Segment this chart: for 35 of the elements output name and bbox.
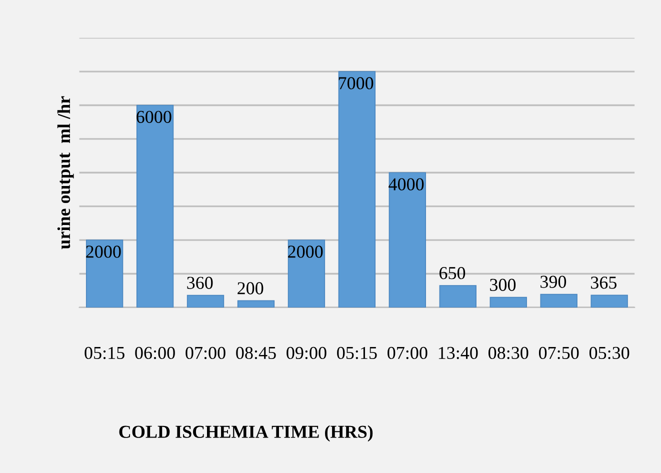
x-tick-label: 05:15 — [337, 346, 377, 360]
data-label: 650 — [439, 266, 466, 280]
x-tick-label: 08:30 — [488, 346, 528, 360]
data-label: 200 — [238, 282, 264, 294]
data-label: 4000 — [388, 178, 424, 190]
bar — [237, 300, 275, 308]
data-label: 300 — [490, 278, 516, 291]
x-tick-label: 07:50 — [538, 346, 579, 360]
data-label: 360 — [187, 276, 213, 289]
data-label: 2000 — [288, 246, 323, 258]
x-axis-title: COLD ISCHEMIA TIME (HRS) — [119, 425, 373, 442]
data-label: 365 — [591, 276, 617, 289]
x-tick-label: 07:00 — [186, 346, 226, 360]
bar — [490, 296, 527, 308]
x-tick-label: 08:45 — [236, 346, 276, 360]
bar — [288, 240, 326, 308]
bar — [136, 104, 174, 308]
data-label: 7000 — [338, 77, 374, 90]
bar — [338, 71, 376, 308]
x-tick-label: 06:00 — [135, 346, 175, 360]
data-label: 6000 — [136, 110, 172, 124]
bar — [388, 172, 426, 308]
x-tick-label: 07:00 — [388, 346, 428, 360]
x-tick-label: 13:40 — [438, 346, 478, 360]
data-label: 2000 — [86, 246, 121, 258]
y-axis-title: urine output ml /hr — [57, 96, 74, 250]
x-tick-label: 05:30 — [589, 346, 630, 360]
x-tick-label: 09:00 — [286, 346, 326, 360]
x-tick-label: 05:15 — [84, 346, 124, 360]
bar — [590, 294, 628, 308]
bar — [439, 285, 476, 308]
bar — [86, 240, 124, 308]
bar — [540, 294, 578, 308]
bar — [186, 294, 224, 308]
data-label: 390 — [540, 276, 566, 288]
